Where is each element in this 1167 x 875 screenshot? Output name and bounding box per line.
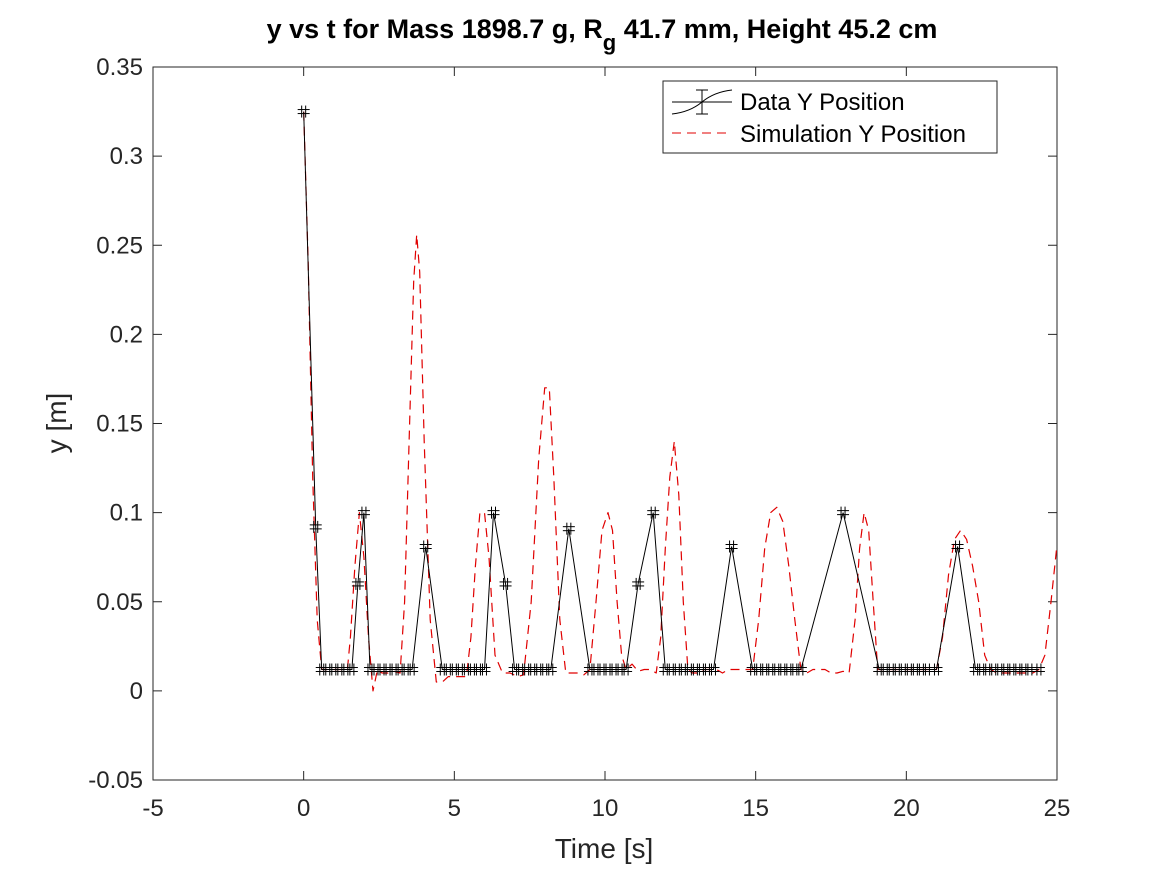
legend-swatch-data bbox=[671, 89, 733, 115]
data-point bbox=[499, 577, 512, 590]
data-point bbox=[930, 663, 943, 676]
chart-title-main: y vs t for Mass 1898.7 g, R bbox=[267, 14, 603, 44]
plot-area bbox=[152, 66, 1058, 781]
x-tick-label: -5 bbox=[142, 795, 163, 822]
y-tick-label: 0.25 bbox=[96, 232, 143, 259]
data-point bbox=[620, 663, 633, 676]
x-tick-label: 5 bbox=[448, 795, 461, 822]
x-tick-label: 0 bbox=[297, 795, 310, 822]
y-tick-label: -0.05 bbox=[88, 767, 143, 794]
chart-title-rest: 41.7 mm, Height 45.2 cm bbox=[616, 14, 937, 44]
data-point bbox=[357, 506, 370, 519]
x-tick-label: 20 bbox=[893, 795, 920, 822]
data-point bbox=[707, 663, 720, 676]
legend: Data Y Position Simulation Y Position bbox=[662, 80, 998, 154]
y-tick-label: 0.2 bbox=[110, 321, 143, 348]
data-point bbox=[526, 663, 539, 676]
data-point bbox=[309, 520, 322, 533]
data-point bbox=[725, 540, 738, 553]
x-tick-label: 10 bbox=[592, 795, 619, 822]
data-point bbox=[951, 540, 964, 553]
data-point bbox=[297, 105, 310, 118]
data-point bbox=[419, 540, 432, 553]
y-tick-label: 0.35 bbox=[96, 54, 143, 81]
data-point bbox=[1005, 663, 1018, 676]
x-tick-label: 25 bbox=[1044, 795, 1071, 822]
y-axis-label: y [m] bbox=[41, 393, 72, 454]
data-point bbox=[460, 663, 473, 676]
data-point bbox=[406, 663, 419, 676]
data-point bbox=[351, 577, 364, 590]
data-point bbox=[1032, 663, 1045, 676]
y-tick-label: 0 bbox=[130, 678, 143, 705]
y-tick-label: 0.05 bbox=[96, 589, 143, 616]
y-tick-label: 0.1 bbox=[110, 500, 143, 527]
legend-label-simulation: Simulation Y Position bbox=[740, 121, 966, 148]
x-axis-label: Time [s] bbox=[555, 833, 654, 864]
data-point bbox=[544, 663, 557, 676]
chart-title: y vs t for Mass 1898.7 g, Rg 41.7 mm, He… bbox=[267, 14, 938, 55]
data-point bbox=[794, 663, 807, 676]
data-point bbox=[345, 663, 358, 676]
x-tick-label: 15 bbox=[742, 795, 769, 822]
chart-title-subscript: g bbox=[603, 30, 616, 55]
data-point bbox=[562, 522, 575, 535]
y-tick-label: 0.3 bbox=[110, 143, 143, 170]
data-point bbox=[647, 506, 660, 519]
y-axis: -0.05 0 0.05 0.1 0.15 0.2 0.25 0.3 0.35 bbox=[88, 54, 1057, 794]
data-point bbox=[478, 663, 491, 676]
data-point bbox=[632, 577, 645, 590]
y-tick-label: 0.15 bbox=[96, 411, 143, 438]
x-axis: -5 0 5 10 15 20 25 bbox=[142, 67, 1070, 822]
data-line bbox=[303, 111, 1039, 670]
series-data-y-position bbox=[297, 105, 1045, 676]
data-point bbox=[837, 506, 850, 519]
legend-label-data: Data Y Position bbox=[740, 89, 905, 116]
data-point bbox=[487, 506, 500, 519]
